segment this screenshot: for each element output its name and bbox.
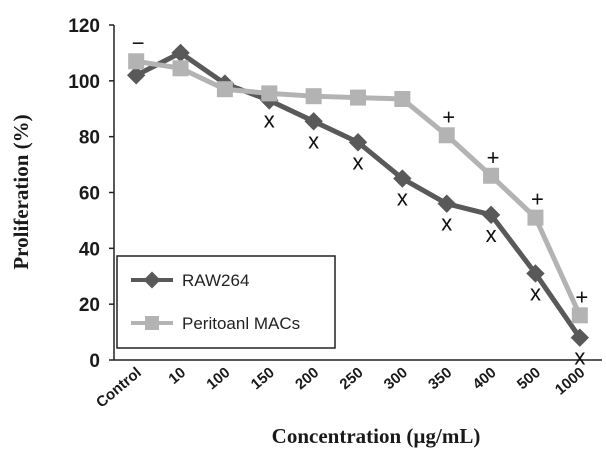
point-raw264-250 xyxy=(348,133,368,152)
x-tick-label-400: 400 xyxy=(470,364,500,393)
x-tick-label-10: 10 xyxy=(165,364,189,388)
legend: RAW264 Peritoanl MACs xyxy=(116,255,336,349)
point-peritoanl-macs-350 xyxy=(438,127,455,144)
y-tick-label-120: 120 xyxy=(68,16,100,37)
annotation-raw264-400: x xyxy=(486,222,497,247)
point-peritoanl-macs-150 xyxy=(261,85,278,102)
y-tick-label-60: 60 xyxy=(79,184,100,205)
y-tick-label-100: 100 xyxy=(68,72,100,93)
y-axis-label: Proliferation (%) xyxy=(9,114,33,269)
y-tick-label-40: 40 xyxy=(79,239,100,260)
point-peritoanl-macs-100 xyxy=(216,81,233,98)
annotation-raw264-1000: x xyxy=(574,345,585,370)
annotations-group: x x x x x x x x − + + + + xyxy=(132,30,588,369)
y-tick-label-80: 80 xyxy=(79,128,100,149)
annotation-raw264-500: x xyxy=(530,280,541,305)
annotation-peritoanl-macs-1000: + xyxy=(575,284,588,309)
legend-label-raw264: RAW264 xyxy=(182,271,249,290)
point-raw264-400 xyxy=(481,205,501,225)
annotation-peritoanl-macs-400: + xyxy=(487,145,500,170)
x-tick-label-300: 300 xyxy=(381,364,411,393)
annotation-raw264-150: x xyxy=(264,107,275,132)
legend-marker-raw264 xyxy=(143,271,161,289)
y-tick-label-20: 20 xyxy=(79,295,100,316)
point-raw264-10 xyxy=(171,43,190,63)
point-peritoanl-macs-300 xyxy=(394,90,411,107)
point-raw264-350 xyxy=(437,194,456,213)
x-tick-label-250: 250 xyxy=(336,364,366,393)
point-peritoanl-macs-500 xyxy=(527,209,544,226)
annotation-peritoanl-macs-350: + xyxy=(442,104,455,129)
series-group xyxy=(126,43,590,347)
annotation-raw264-350: x xyxy=(441,211,452,236)
annotation-peritoanl-macs-control: − xyxy=(132,30,145,55)
point-peritoanl-macs-10 xyxy=(172,60,189,77)
annotation-raw264-250: x xyxy=(353,149,364,174)
point-peritoanl-macs-400 xyxy=(483,167,500,184)
point-raw264-control xyxy=(126,66,146,85)
legend-marker-peritoanl-macs xyxy=(145,316,159,330)
x-tick-label-350: 350 xyxy=(425,364,455,393)
x-tick-label-control: Control xyxy=(93,364,145,411)
x-tick-label-100: 100 xyxy=(203,364,233,393)
point-peritoanl-macs-200 xyxy=(305,88,322,105)
annotation-raw264-200: x xyxy=(308,128,319,153)
axes xyxy=(109,24,602,361)
annotation-raw264-300: x xyxy=(397,186,408,211)
point-raw264-1000 xyxy=(570,328,590,347)
point-peritoanl-macs-1000 xyxy=(571,307,588,324)
y-tick-labels: 0 20 40 60 80 100 120 xyxy=(68,16,100,372)
x-tick-labels: Control 10 100 150 200 250 300 350 400 500 1000 xyxy=(93,364,588,411)
legend-box xyxy=(116,255,336,349)
y-tick-label-0: 0 xyxy=(89,351,100,372)
point-raw264-500 xyxy=(526,264,545,283)
x-tick-label-500: 500 xyxy=(514,364,544,393)
point-raw264-300 xyxy=(393,169,412,188)
point-peritoanl-macs-control xyxy=(128,53,145,70)
legend-label-peritoanl-macs: Peritoanl MACs xyxy=(182,314,300,333)
x-axis-label: Concentration (µg/mL) xyxy=(272,424,481,448)
x-tick-label-150: 150 xyxy=(248,364,278,393)
x-tick-label-200: 200 xyxy=(292,364,322,393)
point-peritoanl-macs-250 xyxy=(350,89,366,106)
annotation-peritoanl-macs-500: + xyxy=(531,187,544,212)
point-raw264-200 xyxy=(304,112,323,131)
